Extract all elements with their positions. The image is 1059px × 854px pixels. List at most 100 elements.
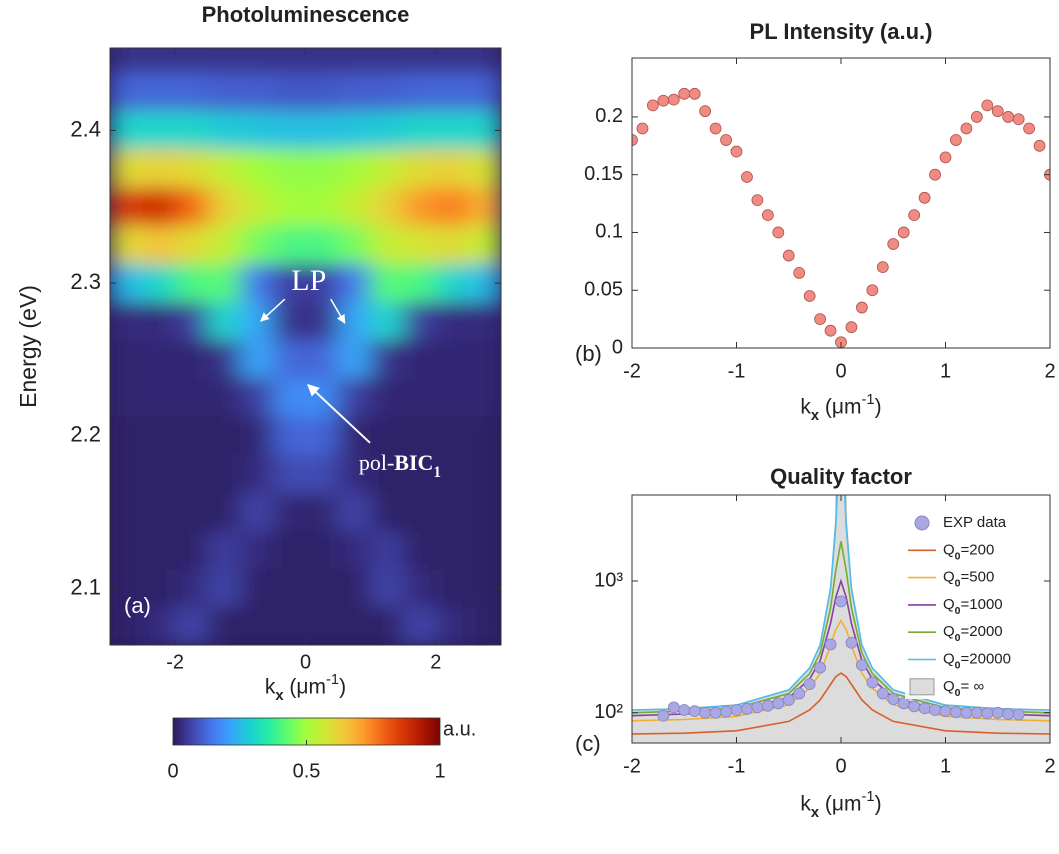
point <box>950 134 962 146</box>
x-tick-label: 0 <box>835 360 846 382</box>
heatmap-cell <box>338 263 372 302</box>
heatmap-cell <box>305 225 339 264</box>
heatmap-cell <box>468 454 501 493</box>
legend-label: Q0= ∞ <box>943 678 984 699</box>
heatmap-cell <box>305 492 339 531</box>
heatmap-cell <box>468 568 501 608</box>
heatmap-cell <box>207 454 241 493</box>
point <box>709 122 722 135</box>
x-axis-label: kx (μm-1) <box>800 392 881 424</box>
y-tick-label: 0.2 <box>595 105 623 127</box>
heatmap-cell <box>142 568 176 608</box>
heatmap-cell <box>403 72 437 112</box>
x-tick-label: -1 <box>728 755 746 777</box>
heatmap-cell <box>240 72 274 112</box>
point <box>939 705 952 718</box>
point <box>1012 113 1025 126</box>
x-axis-label: kx (μm-1) <box>265 672 346 704</box>
heatmap-cell <box>272 72 306 112</box>
point <box>918 702 931 715</box>
heatmap-cell <box>207 110 241 150</box>
point <box>981 707 994 720</box>
heatmap-cell <box>272 110 306 150</box>
heatmap-cell <box>370 148 404 188</box>
y-tick-label: 2.3 <box>70 269 101 294</box>
heatmap-cell <box>207 225 241 264</box>
heatmap-cell <box>305 454 339 493</box>
heatmap-cell <box>435 530 469 570</box>
heatmap-cell <box>272 454 306 493</box>
heatmap-cell <box>240 110 274 150</box>
heatmap-cell <box>435 415 469 455</box>
heatmap-cell <box>370 263 404 302</box>
point <box>730 704 743 716</box>
heatmap-cell <box>403 48 437 73</box>
heatmap-cell <box>468 606 501 645</box>
point <box>897 226 910 239</box>
heatmap-cell <box>370 492 404 531</box>
annotation: LP <box>291 264 326 297</box>
heatmap-cell <box>370 415 404 455</box>
y-axis-label: Energy (eV) <box>15 285 41 408</box>
point <box>929 704 941 716</box>
point <box>657 709 670 722</box>
heatmap-cell <box>272 377 306 417</box>
point <box>856 659 868 672</box>
heatmap-cell <box>338 568 372 608</box>
point <box>856 301 868 314</box>
chart-title: PL Intensity (a.u.) <box>750 19 933 44</box>
point <box>939 151 952 164</box>
heatmap-cell <box>142 301 176 341</box>
point <box>824 638 837 651</box>
heatmap-cell <box>435 263 469 302</box>
heatmap-cell <box>435 48 469 73</box>
point <box>960 706 973 719</box>
heatmap-cell <box>468 415 501 455</box>
colorbar-tick-label: 0 <box>167 760 178 782</box>
point <box>772 697 785 710</box>
heatmap-cell <box>142 72 176 112</box>
heatmap-cell <box>370 72 404 112</box>
point <box>761 209 774 222</box>
y-tick-label: 0.1 <box>595 221 623 243</box>
point <box>876 687 889 700</box>
heatmap-cell <box>370 225 404 264</box>
heatmap-cell <box>435 606 469 645</box>
heatmap-cell <box>110 148 144 188</box>
heatmap-cell <box>110 48 144 73</box>
heatmap-cell <box>110 606 144 645</box>
heatmap-cell <box>468 301 501 341</box>
heatmap-cell <box>142 263 176 302</box>
heatmap-cell <box>305 186 339 226</box>
heatmap-cell <box>240 377 274 417</box>
point <box>793 267 806 279</box>
heatmap-cell <box>305 263 339 302</box>
text-part: x <box>275 688 284 704</box>
panel-label: (c) <box>575 731 601 756</box>
heatmap-cell <box>468 186 501 226</box>
heatmap-cell <box>240 148 274 188</box>
y-tick-label: 0.05 <box>584 279 623 301</box>
text-part: -1 <box>862 789 875 805</box>
point <box>845 636 858 649</box>
heatmap-cell <box>435 110 469 150</box>
x-tick-label: -2 <box>623 755 641 777</box>
heatmap-cell <box>175 454 209 493</box>
heatmap-cell <box>403 301 437 341</box>
point <box>991 105 1004 118</box>
heatmap-cell <box>305 415 339 455</box>
text-part: 0 <box>955 632 961 644</box>
heatmap-cell <box>338 339 372 379</box>
heatmap-cell <box>338 377 372 417</box>
heatmap-cell <box>207 48 241 73</box>
heatmap-cell <box>207 606 241 645</box>
text-part: 0 <box>955 659 961 671</box>
heatmap-cell <box>370 339 404 379</box>
point <box>803 290 816 302</box>
heatmap-cell <box>338 148 372 188</box>
heatmap-cell <box>403 568 437 608</box>
heatmap-cell <box>435 492 469 531</box>
heatmap-cell <box>207 530 241 570</box>
heatmap-cell <box>175 263 209 302</box>
heatmap-cell <box>403 415 437 455</box>
